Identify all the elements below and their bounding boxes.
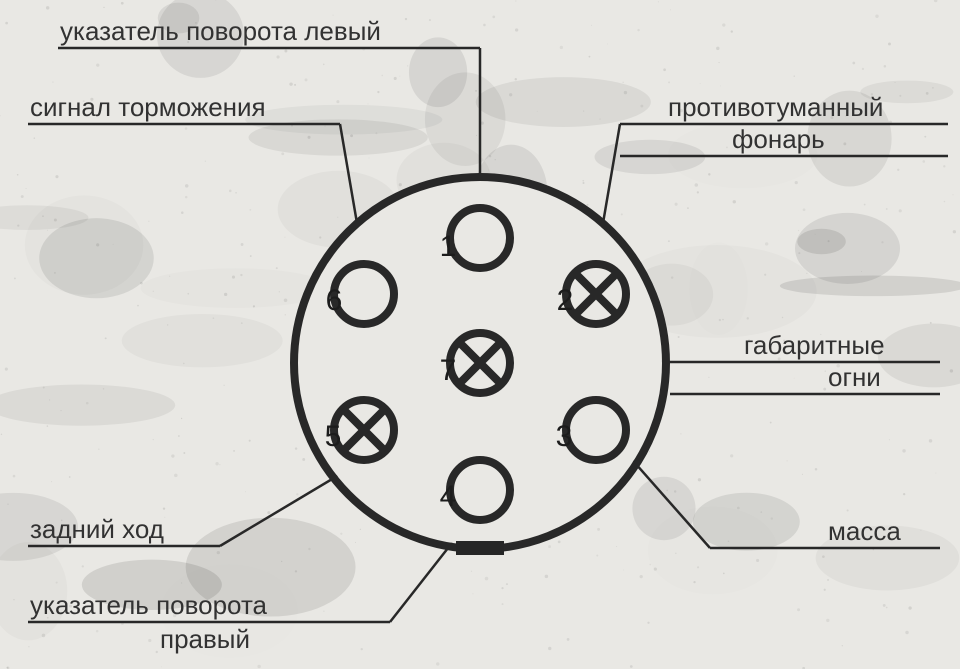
label-ground-line0: масса [828,516,901,546]
pin-5-number: 5 [325,420,342,453]
label-right-turn-line1: правый [160,624,250,654]
pin-6-number: 6 [326,284,343,317]
label-reverse-line0: задний ход [30,514,164,544]
pin-1-number: 1 [440,230,457,263]
label-fog-light-line1: фонарь [732,124,825,154]
label-right-turn-line0: указатель поворота [30,590,268,620]
pin-3-ring [566,400,626,460]
connector-notch [456,541,504,555]
connector: 1 2 3 4 5 6 7 [294,177,666,555]
label-side-lights-line0: габаритные [744,330,885,360]
pin-2-number: 2 [557,284,574,317]
pin-7-number: 7 [440,354,457,387]
label-side-lights-line1: огни [828,362,881,392]
pin-6-ring [334,264,394,324]
pin-4-ring [450,460,510,520]
pin-4-number: 4 [440,480,457,513]
pin-1-ring [450,208,510,268]
label-fog-light-line0: противотуманный [668,92,883,122]
label-brake-signal-line0: сигнал торможения [30,92,266,122]
pin-3-number: 3 [556,420,573,453]
label-left-turn-line0: указатель поворота левый [60,16,381,46]
